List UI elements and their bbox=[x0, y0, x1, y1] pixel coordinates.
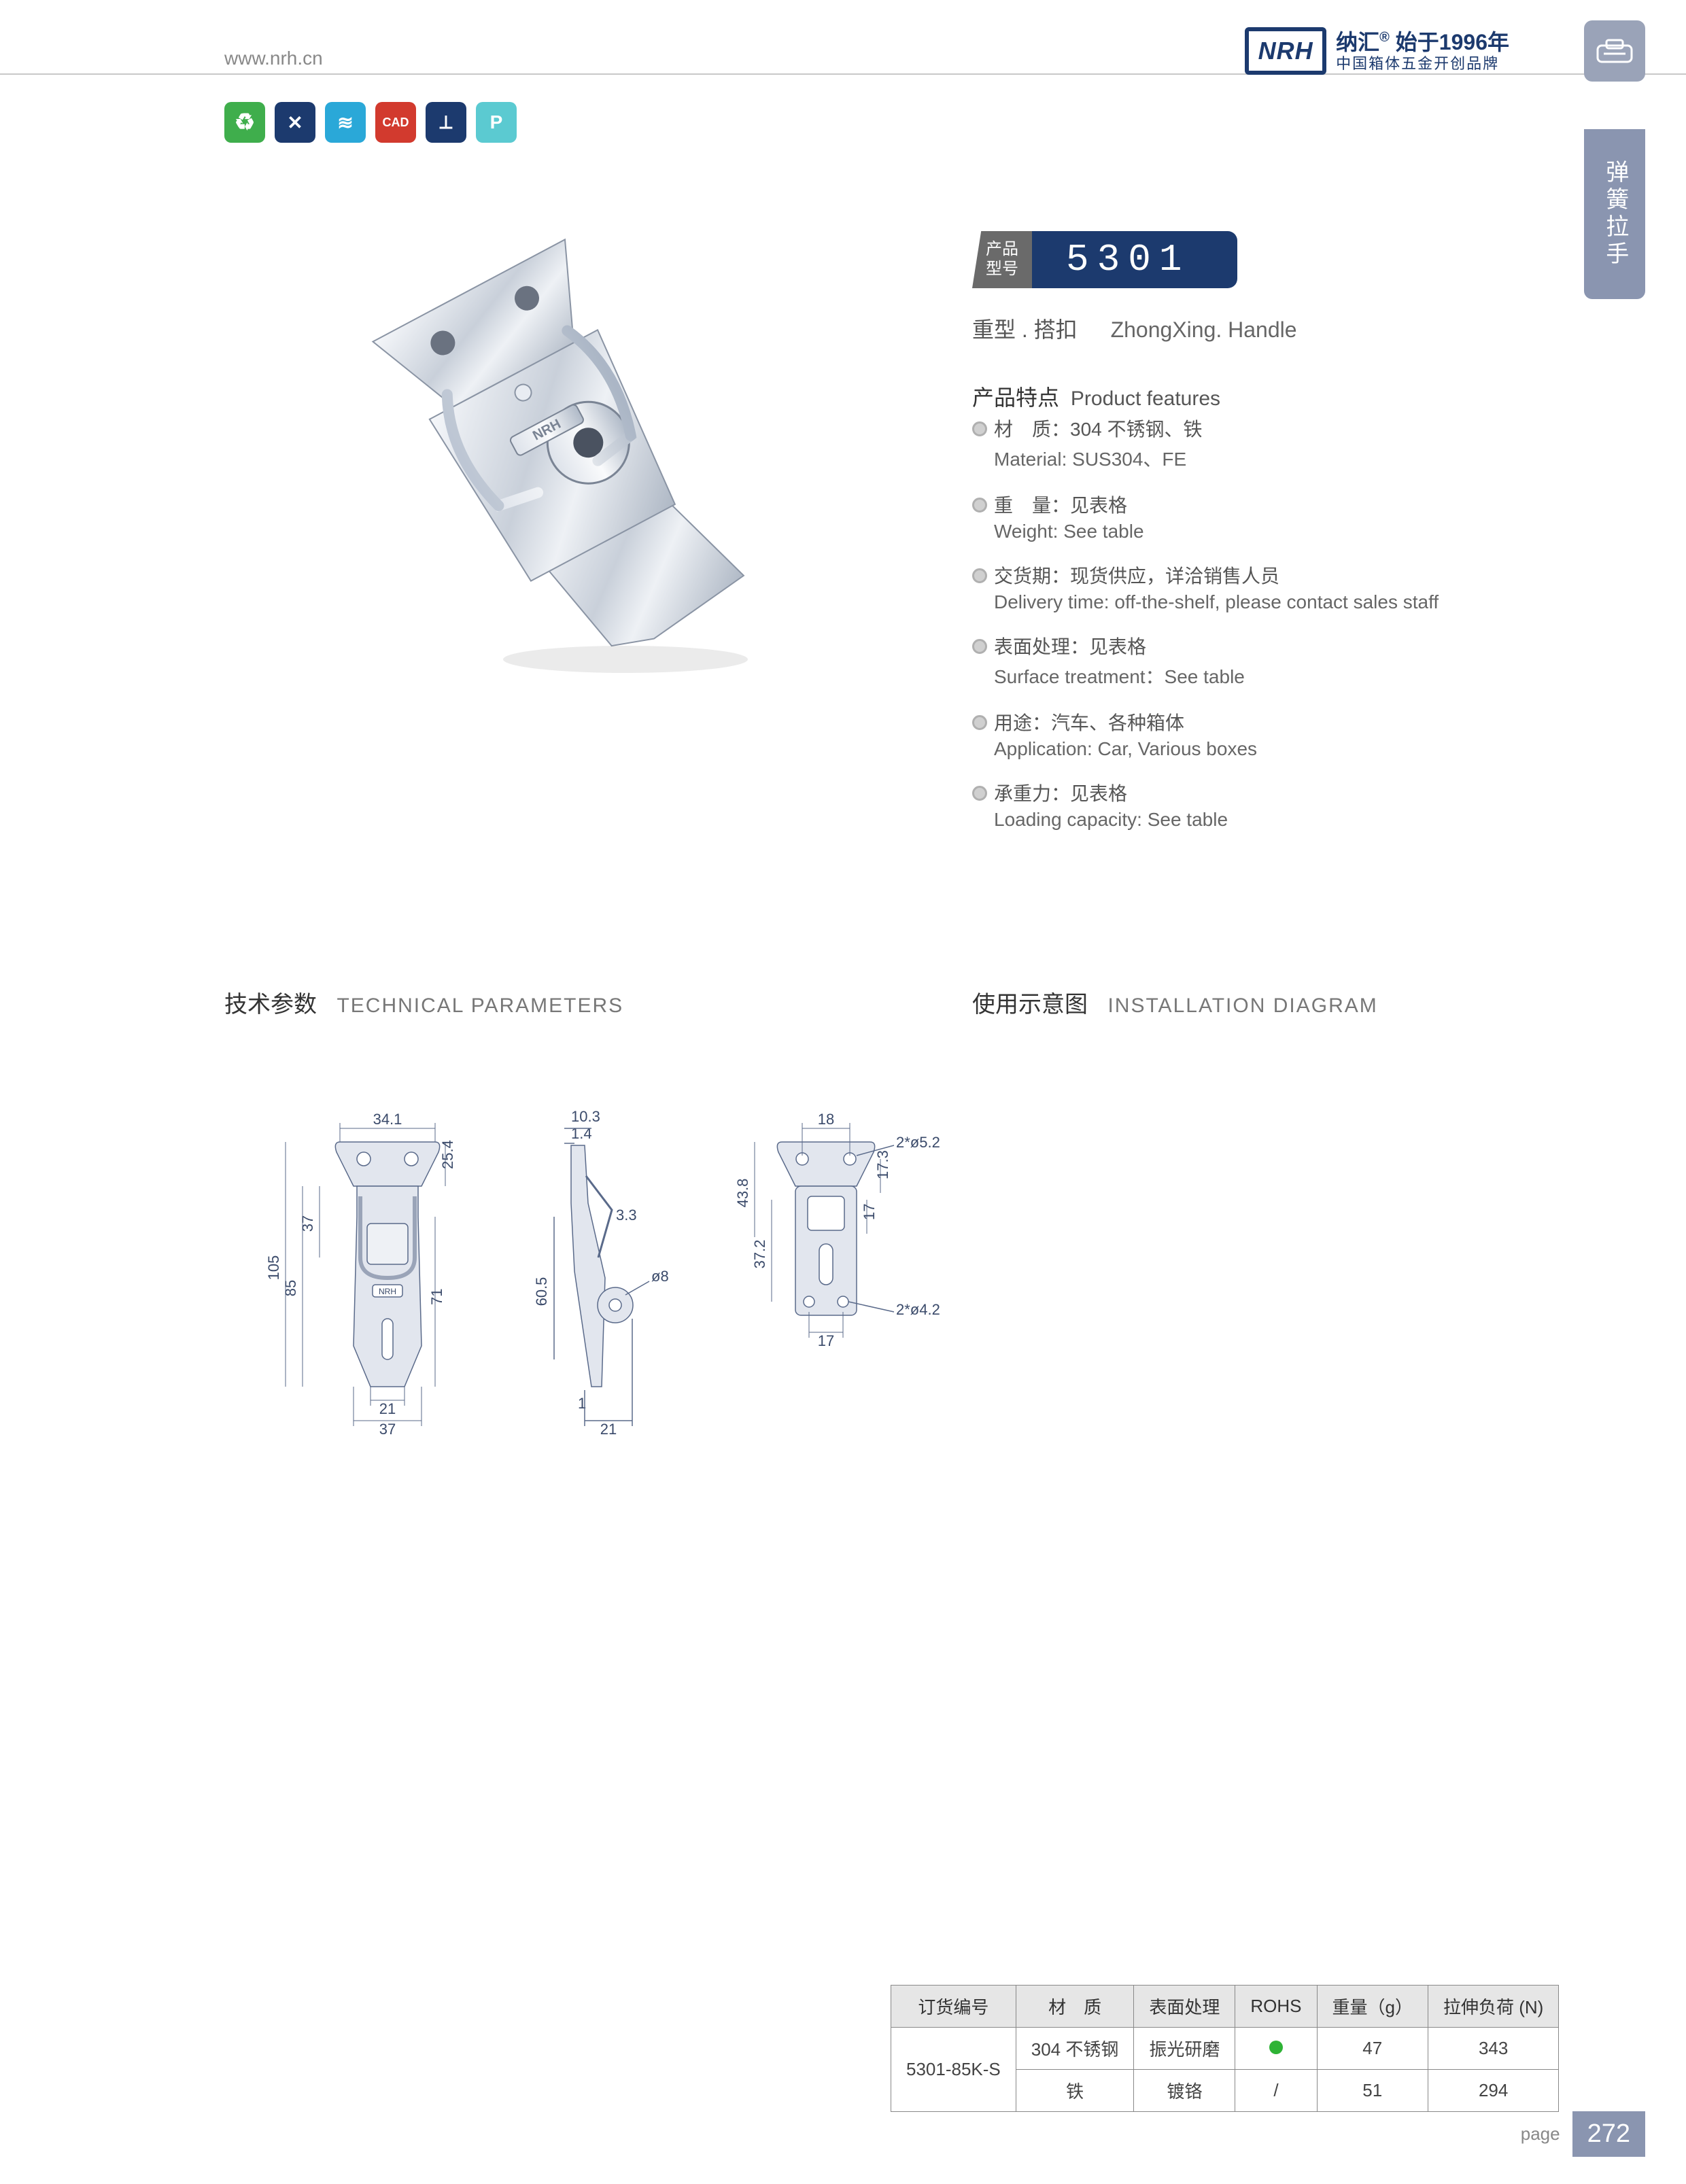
brand-since: 始于1996年 bbox=[1396, 30, 1509, 54]
feature-list: 材 质：304 不锈钢、铁 Material: SUS304、FE 重 量：见表… bbox=[972, 415, 1475, 850]
product-photo: NRH bbox=[286, 211, 843, 700]
table-row: 5301-85K-S 304 不锈钢 振光研磨 47 343 bbox=[891, 2028, 1559, 2070]
col-material: 材 质 bbox=[1016, 1986, 1134, 2028]
svg-text:ø8: ø8 bbox=[651, 1268, 669, 1285]
cell-surface: 振光研磨 bbox=[1134, 2028, 1235, 2070]
brand-name-zh: 纳汇 bbox=[1336, 30, 1379, 54]
install-heading: 使用示意图 INSTALLATION DIAGRAM bbox=[972, 986, 1378, 1019]
svg-text:18: 18 bbox=[818, 1111, 834, 1128]
svg-text:25.4: 25.4 bbox=[439, 1140, 456, 1169]
brand-text: 纳汇® 始于1996年 中国箱体五金开创品牌 bbox=[1336, 29, 1509, 73]
col-surface: 表面处理 bbox=[1134, 1986, 1235, 2028]
table-header-row: 订货编号 材 质 表面处理 ROHS 重量（g） 拉伸负荷 (N) bbox=[891, 1986, 1559, 2028]
col-weight: 重量（g） bbox=[1317, 1986, 1428, 2028]
website-url: www.nrh.cn bbox=[224, 48, 323, 69]
svg-text:1.4: 1.4 bbox=[571, 1125, 592, 1142]
tech-params-heading: 技术参数 TECHNICAL PARAMETERS bbox=[224, 986, 623, 1019]
brand-logo: NRH 纳汇® 始于1996年 中国箱体五金开创品牌 bbox=[1245, 27, 1509, 75]
cell-surface: 镀铬 bbox=[1134, 2070, 1235, 2112]
svg-text:2*ø5.2: 2*ø5.2 bbox=[896, 1134, 940, 1151]
cell-weight: 47 bbox=[1317, 2028, 1428, 2070]
svg-text:21: 21 bbox=[600, 1421, 617, 1438]
cell-rohs: / bbox=[1235, 2070, 1317, 2112]
svg-text:34.1: 34.1 bbox=[373, 1111, 402, 1128]
feature-item: 材 质：304 不锈钢、铁 Material: SUS304、FE bbox=[972, 415, 1475, 472]
svg-text:17: 17 bbox=[861, 1204, 878, 1220]
svg-text:17: 17 bbox=[818, 1332, 834, 1349]
brand-tagline: 中国箱体五金开创品牌 bbox=[1336, 55, 1509, 73]
cell-load: 343 bbox=[1428, 2028, 1558, 2070]
spec-table: 订货编号 材 质 表面处理 ROHS 重量（g） 拉伸负荷 (N) 5301-8… bbox=[891, 1985, 1559, 2112]
col-load: 拉伸负荷 (N) bbox=[1428, 1986, 1558, 2028]
cad-icon: CAD bbox=[375, 102, 416, 143]
svg-text:71: 71 bbox=[428, 1289, 445, 1305]
top-bar: www.nrh.cn NRH 纳汇® 始于1996年 中国箱体五金开创品牌 bbox=[0, 41, 1686, 75]
svg-text:37.2: 37.2 bbox=[751, 1240, 768, 1269]
model-number: 5301 bbox=[1032, 231, 1237, 288]
svg-text:43.8: 43.8 bbox=[734, 1179, 751, 1208]
p-icon: P bbox=[476, 102, 517, 143]
page-number: 272 bbox=[1572, 2111, 1645, 2157]
rohs-dot-icon bbox=[1269, 2041, 1283, 2054]
cell-partno: 5301-85K-S bbox=[891, 2028, 1016, 2112]
svg-text:2*ø4.2: 2*ø4.2 bbox=[896, 1301, 940, 1318]
spring-icon: ≋ bbox=[325, 102, 366, 143]
cell-weight: 51 bbox=[1317, 2070, 1428, 2112]
features-heading: 产品特点 Product features bbox=[972, 381, 1220, 412]
category-tab: 弹簧拉手 bbox=[1584, 129, 1645, 299]
svg-text:21: 21 bbox=[379, 1400, 396, 1417]
svg-text:NRH: NRH bbox=[379, 1287, 396, 1296]
svg-text:60.5: 60.5 bbox=[533, 1277, 550, 1306]
col-rohs: ROHS bbox=[1235, 1986, 1317, 2028]
model-number-block: 产品 型号 5301 bbox=[972, 231, 1237, 288]
cell-rohs bbox=[1235, 2028, 1317, 2070]
feature-item: 重 量：见表格 Weight: See table bbox=[972, 491, 1475, 542]
category-icon bbox=[1584, 20, 1645, 82]
feature-icon-row: ♻ ✕ ≋ CAD ⟂ P bbox=[224, 102, 517, 143]
svg-text:37: 37 bbox=[379, 1421, 396, 1438]
svg-text:37: 37 bbox=[299, 1215, 316, 1232]
model-label: 产品 型号 bbox=[972, 231, 1032, 288]
tools-icon: ✕ bbox=[275, 102, 315, 143]
nrh-logo-icon: NRH bbox=[1245, 27, 1326, 75]
cell-material: 铁 bbox=[1016, 2070, 1134, 2112]
svg-text:3.3: 3.3 bbox=[616, 1207, 637, 1224]
col-partno: 订货编号 bbox=[891, 1986, 1016, 2028]
feature-item: 表面处理：见表格 Surface treatment：See table bbox=[972, 632, 1475, 689]
page-label: page bbox=[1521, 2124, 1560, 2145]
cell-material: 304 不锈钢 bbox=[1016, 2028, 1134, 2070]
cell-load: 294 bbox=[1428, 2070, 1558, 2112]
svg-text:17.3: 17.3 bbox=[874, 1150, 891, 1179]
screw-icon: ⟂ bbox=[426, 102, 466, 143]
eco-icon: ♻ bbox=[224, 102, 265, 143]
svg-text:105: 105 bbox=[265, 1255, 282, 1281]
svg-text:85: 85 bbox=[282, 1280, 299, 1296]
feature-item: 交货期：现货供应，详洽销售人员 Delivery time: off-the-s… bbox=[972, 561, 1475, 613]
page-footer: page 272 bbox=[1521, 2111, 1645, 2157]
feature-item: 承重力：见表格 Loading capacity: See table bbox=[972, 779, 1475, 831]
feature-item: 用途：汽车、各种箱体 Application: Car, Various box… bbox=[972, 708, 1475, 760]
technical-drawing: NRH 34.1 25.4 105 85 37 bbox=[238, 1088, 986, 1597]
product-subtitle: 重型 . 搭扣 ZhongXing. Handle bbox=[972, 313, 1297, 344]
svg-text:10.3: 10.3 bbox=[571, 1108, 600, 1125]
